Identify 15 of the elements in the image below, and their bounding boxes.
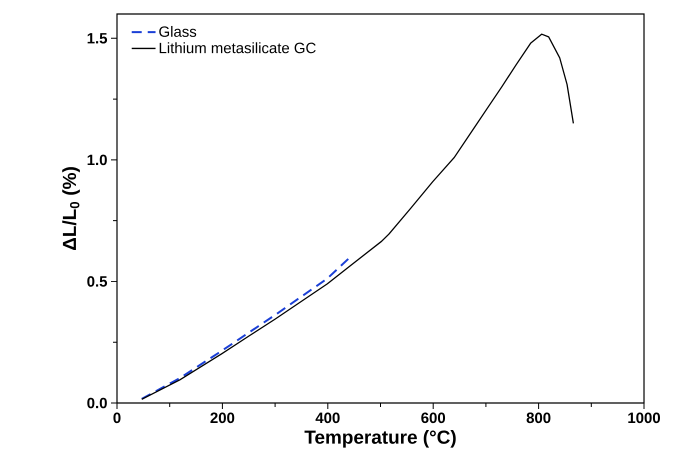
- y-tick-label: 1.5: [88, 33, 108, 44]
- y-tick-label: 1.0: [88, 154, 107, 166]
- x-tick-label: 200: [210, 412, 234, 424]
- x-tick-label: 0: [113, 412, 121, 424]
- y-tick-label: 0.5: [87, 276, 108, 287]
- y-axis-title: ΔL/L$_{0}$ (%): [62, 167, 80, 250]
- legend-label: Lithium metasilicate GC: [160, 42, 316, 54]
- x-axis-title: Temperature (°C): [304, 430, 456, 448]
- legend-label: Glass: [159, 26, 196, 37]
- line-series: [140, 257, 350, 400]
- x-tick-label: 600: [421, 412, 446, 424]
- x-tick-label: 400: [316, 412, 340, 424]
- x-tick-label: 1000: [628, 412, 660, 424]
- x-tick-label: 800: [526, 412, 550, 424]
- y-tick-label: 0.0: [87, 398, 107, 408]
